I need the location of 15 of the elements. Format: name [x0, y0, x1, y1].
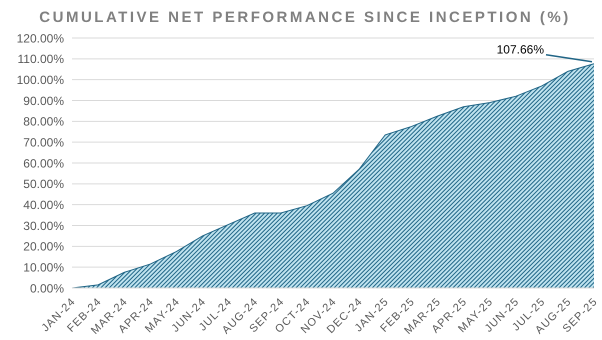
chart-title: CUMULATIVE NET PERFORMANCE SINCE INCEPTION (%) [38, 8, 572, 28]
y-tick-label: 110.00% [18, 52, 64, 66]
y-tick-label: 30.00% [23, 218, 64, 233]
y-tick-label: 80.00% [23, 114, 64, 129]
data-label: 107.66% [496, 42, 544, 57]
y-tick-label: 60.00% [23, 156, 64, 170]
y-tick-label: 90.00% [23, 94, 64, 108]
y-tick-label: 100.00% [16, 72, 64, 87]
y-tick-label: 120.00% [16, 31, 64, 46]
y-tick-label: 40.00% [23, 198, 64, 212]
y-tick-label: 0.00% [30, 281, 64, 296]
y-tick-label: 70.00% [23, 135, 64, 150]
y-tick-label: 10.00% [23, 260, 64, 274]
y-tick-label: 20.00% [23, 240, 64, 254]
y-tick-label: 50.00% [23, 177, 64, 192]
